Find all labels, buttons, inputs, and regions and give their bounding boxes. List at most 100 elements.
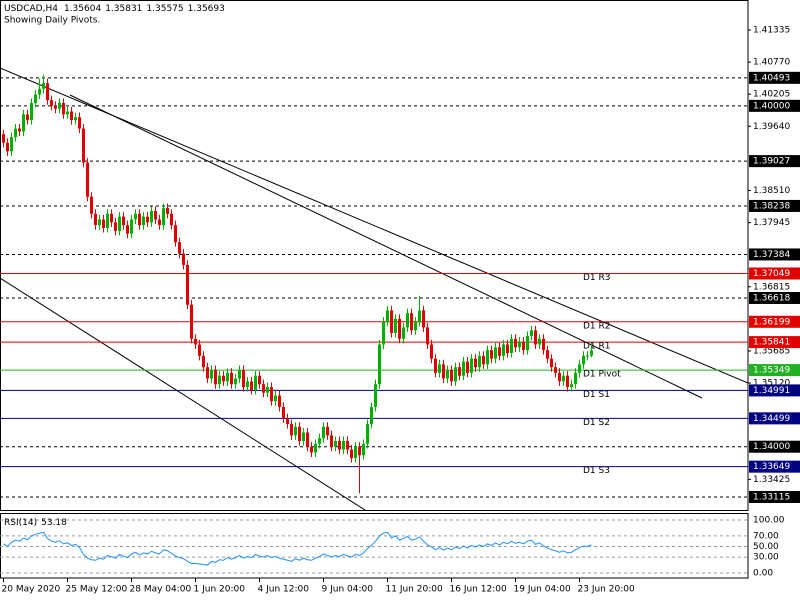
level-name: D1 S1 xyxy=(583,390,610,400)
candle-body xyxy=(578,364,581,373)
candle-body xyxy=(298,426,301,442)
candle-body xyxy=(438,364,441,373)
candle-body xyxy=(446,370,449,379)
x-tick-label: 28 May 04:00 xyxy=(130,585,192,595)
candle-body xyxy=(102,219,105,228)
price-tag xyxy=(749,315,800,328)
candle-body xyxy=(94,213,97,226)
price-tag xyxy=(749,336,800,349)
candle-body xyxy=(542,338,545,351)
price-tag xyxy=(749,412,800,425)
candle-body xyxy=(86,162,89,197)
rsi-current: 53.18 xyxy=(41,518,67,528)
candle-body xyxy=(214,370,217,385)
candle-body xyxy=(390,310,393,334)
candle-body xyxy=(570,384,573,388)
price-tag-label: 1.38238 xyxy=(753,201,790,211)
header-close: 1.35693 xyxy=(188,4,225,14)
candle-body xyxy=(122,216,125,226)
candle-body xyxy=(54,105,57,109)
rsi-title: RSI(14) xyxy=(4,518,37,528)
candle-body xyxy=(226,372,229,382)
candle-body xyxy=(282,406,285,419)
candle-body xyxy=(526,335,529,351)
price-tag xyxy=(749,440,800,453)
candle-body xyxy=(114,222,117,231)
y-tick-label: 1.35685 xyxy=(753,346,790,356)
candle-body xyxy=(50,100,53,106)
candle-body xyxy=(254,375,257,390)
candle-body xyxy=(418,310,421,322)
price-tag xyxy=(749,364,800,377)
candle-body xyxy=(106,213,109,228)
candle-body xyxy=(518,341,521,348)
candle-body xyxy=(242,370,245,388)
candle-body xyxy=(478,355,481,368)
rsi-tick-label: 30.00 xyxy=(753,553,779,563)
candle-body xyxy=(346,441,349,450)
candle-body xyxy=(350,449,353,459)
candle-body xyxy=(266,387,269,393)
candle-body xyxy=(290,423,293,436)
price-tag xyxy=(749,267,800,280)
candle-body xyxy=(58,102,61,109)
candle-body xyxy=(306,432,309,447)
rsi-tick-label: 70.00 xyxy=(753,531,779,541)
candle-body xyxy=(522,341,525,351)
y-tick-label: 1.41335 xyxy=(753,25,790,35)
candle-body xyxy=(406,313,409,328)
candle-body xyxy=(414,321,417,331)
candle-body xyxy=(566,375,569,388)
x-tick-label: 11 Jun 20:00 xyxy=(386,585,443,595)
candle-body xyxy=(434,358,437,373)
candle-body xyxy=(230,372,233,385)
chart-header: USDCAD,H4 1.35604 1.35831 1.35575 1.35693 xyxy=(4,4,225,14)
price-tag xyxy=(749,71,800,84)
candle-body xyxy=(14,128,17,138)
candle-body xyxy=(186,264,189,305)
price-tag-label: 1.33649 xyxy=(753,462,790,472)
candle-body xyxy=(154,210,157,220)
candle-body xyxy=(182,253,185,265)
candle-body xyxy=(82,128,85,163)
candle-body xyxy=(514,338,517,348)
candle-body xyxy=(46,83,49,101)
candle-body xyxy=(190,304,193,339)
price-tag-label: 1.40000 xyxy=(753,101,790,111)
candle-body xyxy=(294,426,297,436)
candle-body xyxy=(110,213,113,223)
price-tag xyxy=(749,199,800,212)
rsi-line xyxy=(3,531,592,566)
candle-body xyxy=(18,128,21,132)
candle-body xyxy=(474,358,477,368)
trend-line xyxy=(0,67,749,384)
candle-body xyxy=(90,196,93,214)
candle-body xyxy=(42,83,45,89)
header-low: 1.35575 xyxy=(146,4,183,14)
candle-body xyxy=(126,225,129,234)
x-tick-label: 25 May 12:00 xyxy=(66,585,128,595)
x-tick-label: 19 Jun 04:00 xyxy=(514,585,571,595)
candle-body xyxy=(458,367,461,376)
candle-body xyxy=(250,381,253,390)
candle-body xyxy=(222,375,225,382)
price-tag-label: 1.34000 xyxy=(753,442,790,452)
price-tag xyxy=(749,155,800,168)
candle-body xyxy=(378,344,381,385)
candle-body xyxy=(166,208,169,214)
y-tick-label: 1.36815 xyxy=(753,282,790,292)
candle-body xyxy=(150,210,153,223)
candle-body xyxy=(506,344,509,353)
candle-body xyxy=(2,134,5,143)
candle-body xyxy=(562,375,565,382)
candle-body xyxy=(482,355,485,365)
level-name: D1 R3 xyxy=(583,273,611,283)
candle-body xyxy=(198,344,201,356)
candle-body xyxy=(554,367,557,373)
level-name: D1 R1 xyxy=(583,342,611,352)
candle-body xyxy=(278,395,281,407)
candle-body xyxy=(386,310,389,322)
candle-body xyxy=(70,111,73,121)
candle-body xyxy=(326,426,329,436)
candle-body xyxy=(382,321,385,345)
